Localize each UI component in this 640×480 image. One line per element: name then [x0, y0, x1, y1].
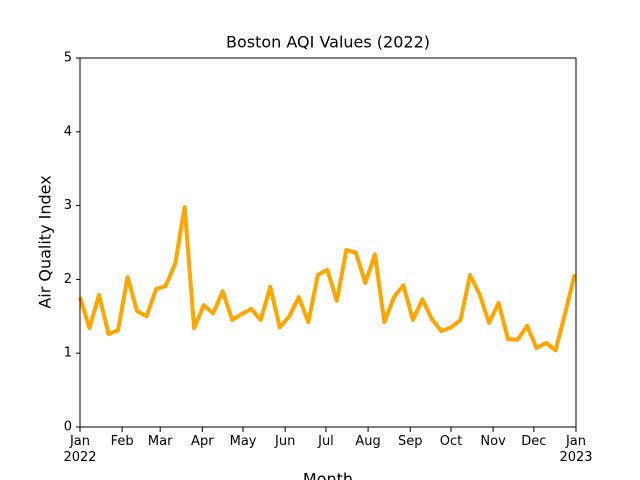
x-tick-label: Dec — [521, 434, 547, 449]
x-tick-label: Feb — [110, 434, 134, 449]
x-tick-label: Sep — [397, 434, 423, 449]
x-tick-label: Jul — [318, 434, 334, 449]
x-tick-label: Apr — [191, 434, 214, 449]
x-axis-label: Month — [303, 470, 353, 480]
data-line — [78, 205, 577, 353]
y-tick-label: 4 — [64, 124, 72, 139]
y-tick-label: 1 — [64, 346, 72, 361]
y-tick-label: 5 — [64, 51, 72, 66]
y-tick-label: 3 — [64, 198, 72, 213]
y-tick-label: 0 — [64, 420, 72, 435]
x-tick-label: Jan 2023 — [559, 434, 593, 465]
x-tick-label: Mar — [147, 434, 173, 449]
x-tick-label: Oct — [439, 434, 463, 449]
x-tick-label: Jan 2022 — [63, 434, 97, 465]
x-tick-label: Jun — [275, 434, 296, 449]
x-tick-label: May — [229, 434, 257, 449]
chart-title: Boston AQI Values (2022) — [226, 33, 430, 52]
x-tick-label: Aug — [355, 434, 381, 449]
y-tick-label: 2 — [64, 272, 72, 287]
x-tick-label: Nov — [480, 434, 506, 449]
plot-frame — [79, 57, 577, 428]
y-axis-label: Air Quality Index — [36, 175, 55, 308]
